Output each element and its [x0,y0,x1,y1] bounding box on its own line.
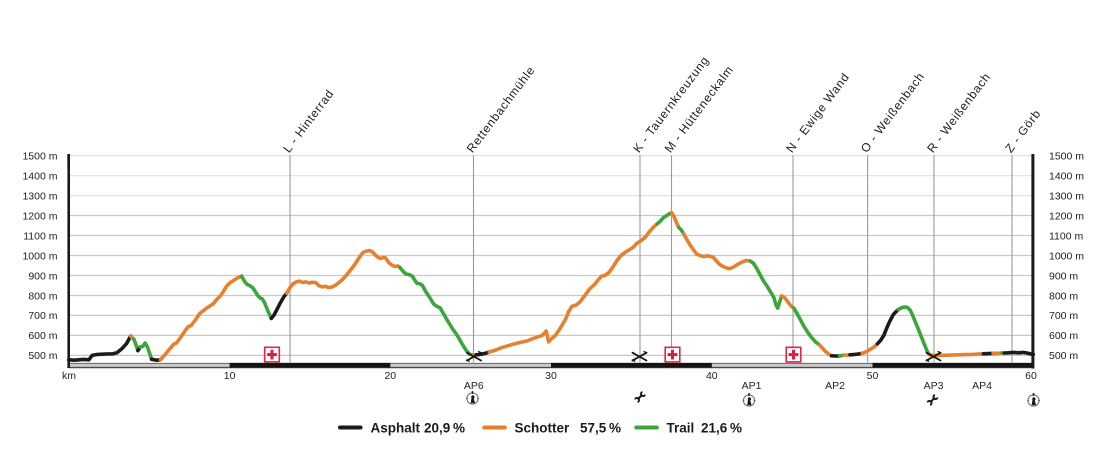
svg-text:Trail: Trail [667,421,695,436]
svg-text:1300 m: 1300 m [22,190,57,202]
svg-text:AP3: AP3 [924,380,944,392]
svg-text:800 m: 800 m [1049,290,1078,302]
svg-text:800 m: 800 m [28,290,57,302]
svg-text:20,9 %: 20,9 % [424,421,465,436]
svg-text:Schotter: Schotter [515,421,571,436]
svg-text:1300 m: 1300 m [1049,190,1084,202]
svg-text:1400 m: 1400 m [1049,170,1084,182]
svg-text:1100 m: 1100 m [23,230,57,242]
svg-text:1100 m: 1100 m [1049,230,1083,242]
svg-text:1500 m: 1500 m [22,150,57,162]
svg-text:Asphalt: Asphalt [371,421,421,436]
svg-text:21,6 %: 21,6 % [701,421,742,436]
svg-text:900 m: 900 m [28,270,57,282]
svg-text:40: 40 [706,370,718,382]
svg-text:60: 60 [1025,370,1037,382]
svg-text:AP1: AP1 [742,380,762,392]
svg-text:10: 10 [224,370,236,382]
svg-text:1400 m: 1400 m [22,170,57,182]
svg-text:AP4: AP4 [972,380,992,392]
svg-text:600 m: 600 m [1049,330,1078,342]
svg-text:900 m: 900 m [1049,270,1078,282]
svg-text:700 m: 700 m [1049,310,1078,322]
svg-text:700 m: 700 m [28,310,57,322]
svg-text:50: 50 [867,370,879,382]
svg-text:30: 30 [545,370,557,382]
svg-text:600 m: 600 m [28,330,57,342]
svg-text:AP2: AP2 [825,380,845,392]
svg-text:AP6: AP6 [464,380,484,392]
svg-text:km: km [62,370,76,382]
svg-text:500 m: 500 m [1049,350,1078,362]
svg-text:57,5 %: 57,5 % [580,421,621,436]
svg-text:1500 m: 1500 m [1049,150,1084,162]
svg-text:1000 m: 1000 m [22,250,57,262]
svg-text:1200 m: 1200 m [1049,210,1084,222]
svg-text:500 m: 500 m [28,350,57,362]
svg-text:1200 m: 1200 m [22,210,57,222]
svg-text:20: 20 [384,370,396,382]
svg-text:1000 m: 1000 m [1049,250,1084,262]
